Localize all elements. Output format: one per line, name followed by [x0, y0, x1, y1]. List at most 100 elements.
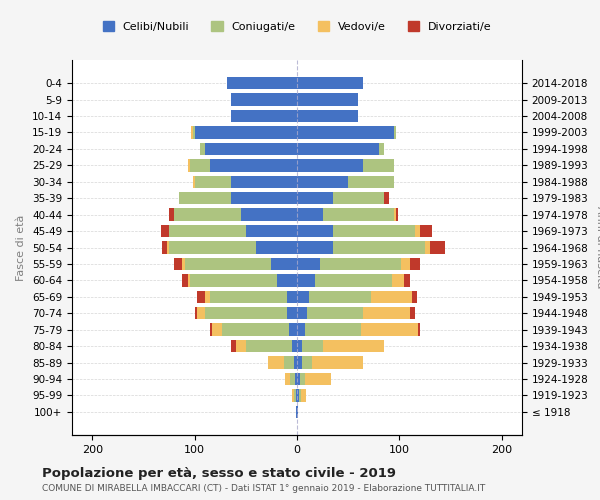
Text: Popolazione per età, sesso e stato civile - 2019: Popolazione per età, sesso e stato civil… [42, 468, 396, 480]
Bar [401, 258, 409, 270]
Bar [412, 290, 416, 303]
Bar [287, 290, 297, 303]
Bar [296, 389, 297, 402]
Bar [191, 126, 193, 138]
Bar [348, 176, 394, 188]
Bar [246, 225, 297, 237]
Legend: Celibi/Nubili, Coniugati/e, Vedovi/e, Divorziati/e: Celibi/Nubili, Coniugati/e, Vedovi/e, Di… [98, 17, 496, 36]
Bar [285, 373, 290, 385]
Text: COMUNE DI MIRABELLA IMBACCARI (CT) - Dati ISTAT 1° gennaio 2019 - Elaborazione T: COMUNE DI MIRABELLA IMBACCARI (CT) - Dat… [42, 484, 485, 493]
Bar [287, 307, 297, 320]
Bar [188, 274, 190, 286]
Bar [333, 242, 425, 254]
Bar [297, 389, 299, 402]
Bar [205, 290, 210, 303]
Bar [297, 143, 379, 155]
Bar [364, 159, 394, 172]
Bar [323, 208, 394, 221]
Bar [268, 356, 284, 368]
Bar [371, 290, 412, 303]
Bar [277, 274, 297, 286]
Bar [182, 274, 188, 286]
Bar [297, 110, 358, 122]
Bar [302, 340, 323, 352]
Bar [297, 208, 323, 221]
Bar [174, 258, 182, 270]
Bar [230, 176, 297, 188]
Bar [297, 242, 333, 254]
Bar [297, 258, 320, 270]
Bar [246, 340, 292, 352]
Bar [420, 225, 432, 237]
Bar [384, 192, 389, 204]
Bar [418, 324, 420, 336]
Bar [320, 258, 401, 270]
Bar [409, 307, 415, 320]
Bar [305, 324, 361, 336]
Bar [195, 176, 230, 188]
Bar [333, 192, 384, 204]
Bar [297, 290, 309, 303]
Bar [297, 94, 358, 106]
Bar [404, 274, 409, 286]
Bar [299, 389, 301, 402]
Bar [292, 389, 294, 402]
Bar [394, 126, 396, 138]
Bar [161, 225, 169, 237]
Bar [297, 406, 298, 418]
Bar [195, 126, 297, 138]
Bar [302, 356, 313, 368]
Bar [292, 340, 297, 352]
Bar [313, 356, 364, 368]
Bar [396, 208, 398, 221]
Bar [379, 143, 384, 155]
Bar [271, 258, 297, 270]
Bar [297, 340, 302, 352]
Bar [364, 307, 409, 320]
Bar [307, 307, 364, 320]
Bar [169, 225, 246, 237]
Bar [227, 77, 297, 90]
Bar [179, 192, 230, 204]
Bar [316, 274, 392, 286]
Bar [430, 242, 445, 254]
Bar [230, 94, 297, 106]
Bar [297, 356, 302, 368]
Bar [289, 324, 297, 336]
Bar [294, 356, 297, 368]
Bar [212, 324, 223, 336]
Bar [182, 258, 185, 270]
Bar [210, 290, 287, 303]
Bar [230, 192, 297, 204]
Bar [210, 324, 212, 336]
Bar [193, 126, 195, 138]
Bar [295, 373, 297, 385]
Bar [230, 110, 297, 122]
Bar [297, 192, 333, 204]
Bar [300, 373, 305, 385]
Bar [297, 159, 364, 172]
Y-axis label: Fasce di età: Fasce di età [16, 214, 26, 280]
Bar [409, 258, 420, 270]
Bar [297, 225, 333, 237]
Bar [223, 324, 289, 336]
Bar [297, 324, 305, 336]
Bar [361, 324, 418, 336]
Bar [174, 208, 241, 221]
Bar [205, 307, 287, 320]
Bar [309, 290, 371, 303]
Bar [200, 143, 205, 155]
Bar [290, 373, 295, 385]
Bar [297, 77, 364, 90]
Bar [425, 242, 430, 254]
Bar [241, 208, 297, 221]
Bar [294, 389, 296, 402]
Bar [190, 274, 277, 286]
Bar [169, 208, 174, 221]
Bar [162, 242, 167, 254]
Bar [392, 274, 404, 286]
Bar [256, 242, 297, 254]
Bar [323, 340, 384, 352]
Bar [169, 242, 256, 254]
Bar [167, 242, 169, 254]
